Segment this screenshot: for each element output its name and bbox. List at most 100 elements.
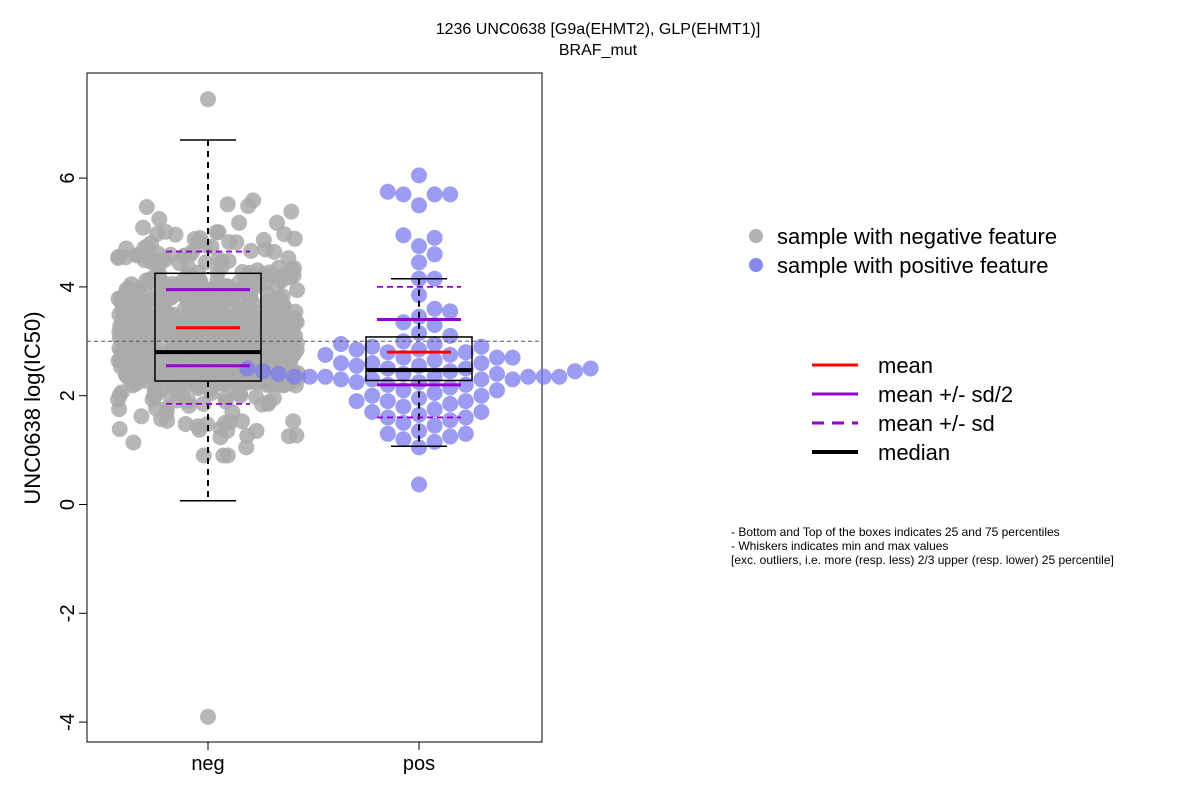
legend-marker-0 <box>749 229 763 243</box>
point-neg <box>283 203 300 220</box>
point-neg <box>271 353 288 370</box>
point-pos <box>348 393 365 410</box>
point-neg <box>200 91 216 108</box>
point-pos <box>411 254 427 271</box>
point-neg <box>228 312 245 329</box>
point-pos <box>442 303 459 320</box>
point-neg <box>169 392 186 409</box>
point-pos <box>426 229 443 246</box>
chart-subtitle: BRAF_mut <box>559 42 638 59</box>
point-pos <box>239 360 256 377</box>
point-neg <box>221 234 238 251</box>
point-pos <box>457 393 474 410</box>
y-axis-label: UNC0638 log(IC50) <box>20 311 45 504</box>
point-neg <box>269 214 285 231</box>
point-pos <box>411 238 427 255</box>
point-pos <box>442 428 459 445</box>
point-pos <box>395 314 412 331</box>
box-neg <box>154 272 262 382</box>
point-neg <box>248 389 265 405</box>
point-neg <box>255 231 272 248</box>
point-pos <box>426 352 443 369</box>
point-neg <box>172 368 189 384</box>
point-neg <box>283 316 300 333</box>
plot-frame <box>86 72 543 743</box>
point-pos <box>379 393 396 410</box>
point-pos <box>286 368 303 385</box>
point-pos <box>317 368 334 385</box>
point-neg <box>206 341 223 358</box>
point-neg <box>118 240 135 257</box>
point-neg <box>212 260 229 277</box>
point-pos <box>426 186 443 203</box>
point-pos <box>426 246 443 263</box>
point-neg <box>232 386 248 402</box>
point-pos <box>426 385 443 401</box>
point-pos <box>270 365 287 382</box>
point-pos <box>411 476 427 493</box>
point-neg <box>167 226 184 243</box>
point-pos <box>426 336 443 352</box>
point-pos <box>426 417 443 434</box>
point-neg <box>197 237 214 254</box>
point-pos <box>348 341 365 358</box>
point-neg <box>135 219 152 236</box>
point-pos <box>442 346 459 363</box>
point-neg <box>111 324 128 341</box>
legend: sample with negative feature sample with … <box>749 224 1057 465</box>
point-neg <box>133 408 150 425</box>
point-neg <box>224 288 241 305</box>
point-neg <box>289 282 305 299</box>
note-line-1: - Whiskers indicates min and max values <box>731 539 948 553</box>
point-neg <box>269 315 286 332</box>
point-neg <box>151 211 168 227</box>
point-neg <box>118 296 135 312</box>
point-neg <box>243 242 260 259</box>
legend-line-label-3: median <box>878 440 950 465</box>
point-neg <box>110 391 127 408</box>
box-layer <box>154 139 473 502</box>
point-neg <box>285 413 302 430</box>
point-neg <box>249 262 266 279</box>
point-pos <box>473 355 490 372</box>
point-neg <box>231 214 248 231</box>
legend-label-1: sample with positive feature <box>777 253 1048 278</box>
point-pos <box>442 412 459 429</box>
point-pos <box>520 368 537 385</box>
point-neg <box>123 276 140 293</box>
point-neg <box>266 243 283 260</box>
point-pos <box>411 167 427 184</box>
point-pos <box>348 374 365 391</box>
y-tick-label: 4 <box>57 281 79 292</box>
point-pos <box>426 401 443 418</box>
point-neg <box>195 447 212 464</box>
point-pos <box>426 433 443 450</box>
point-neg <box>111 421 128 438</box>
y-tick-label: 0 <box>57 499 79 510</box>
point-neg <box>234 413 250 430</box>
point-neg <box>230 275 247 291</box>
point-pos <box>567 363 583 380</box>
point-pos <box>333 371 349 388</box>
point-pos <box>411 197 427 214</box>
point-neg <box>149 317 166 334</box>
point-neg <box>137 334 154 351</box>
point-pos <box>473 338 490 355</box>
point-neg <box>219 447 236 464</box>
point-neg <box>232 325 249 342</box>
point-pos <box>582 360 599 377</box>
point-neg <box>239 427 256 444</box>
point-neg <box>125 434 142 451</box>
point-pos <box>535 368 552 385</box>
y-tick-label: 2 <box>57 390 79 401</box>
chart-title: 1236 UNC0638 [G9a(EHMT2), GLP(EHMT1)] <box>436 21 761 38</box>
point-pos <box>317 346 334 363</box>
point-pos <box>411 390 427 407</box>
point-pos <box>411 439 427 456</box>
legend-line-label-0: mean <box>878 353 933 378</box>
y-tick-label: -2 <box>57 604 79 622</box>
point-neg <box>285 345 302 361</box>
point-pos <box>473 387 490 404</box>
notes: - Bottom and Top of the boxes indicates … <box>731 525 1114 567</box>
